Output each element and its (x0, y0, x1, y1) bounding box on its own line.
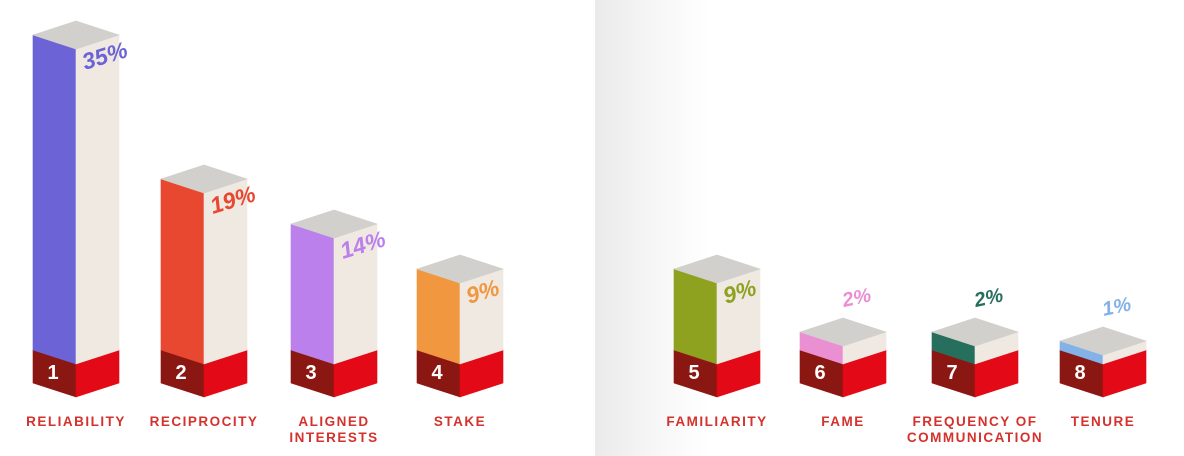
category-label: ALIGNED (298, 414, 369, 429)
column-left-face (416, 268, 461, 365)
category-label: FREQUENCY OF (912, 414, 1037, 429)
rank-number: 6 (814, 362, 825, 384)
rank-number: 8 (1074, 362, 1085, 384)
value-label: 2% (971, 284, 1005, 312)
column-left-face (290, 223, 335, 365)
column-top-face (416, 254, 504, 284)
rank-number: 2 (175, 362, 186, 384)
rank-number: 7 (946, 362, 957, 384)
category-label: COMMUNICATION (907, 430, 1043, 445)
category-label: STAKE (434, 414, 486, 429)
bar-reciprocity: 219%RECIPROCITY (150, 164, 259, 429)
column-top-face (32, 20, 120, 50)
category-label: RECIPROCITY (150, 414, 259, 429)
column-top-face (160, 164, 248, 194)
category-label: FAMILIARITY (666, 414, 767, 429)
column-left-face (32, 34, 77, 365)
column-top-face (1059, 326, 1147, 356)
rank-number: 4 (431, 362, 443, 384)
bar-fame: 6 2% FAME (799, 284, 887, 429)
category-label: FAME (821, 414, 865, 429)
column-right-face (75, 34, 120, 365)
column-top-face (290, 209, 378, 239)
value-label: 2% (839, 284, 873, 312)
category-label: INTERESTS (289, 430, 378, 445)
bar-stake: 49%STAKE (416, 254, 504, 429)
bar-familiarity: 59%FAMILIARITY (666, 254, 767, 429)
value-label: 1% (1100, 293, 1133, 321)
category-label: TENURE (1071, 414, 1136, 429)
bar-reliability: 135%RELIABILITY (26, 20, 130, 429)
bar-tenure: 8 1% TENURE (1059, 293, 1147, 429)
rank-number: 1 (47, 362, 58, 384)
rank-number: 5 (688, 362, 699, 384)
column-left-face (673, 268, 718, 365)
column-top-face (931, 317, 1019, 347)
rank-number: 3 (305, 362, 316, 384)
column-left-face (160, 178, 205, 365)
column-top-face (673, 254, 761, 284)
category-label: RELIABILITY (26, 414, 126, 429)
column-top-face (799, 317, 887, 347)
